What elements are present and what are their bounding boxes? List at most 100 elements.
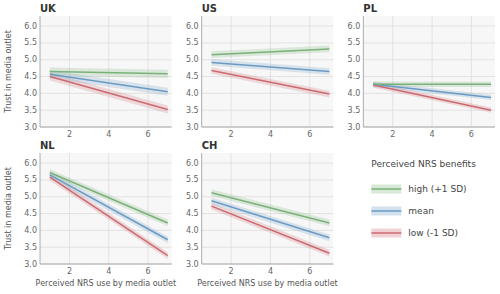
panel-title: PL [363, 3, 377, 14]
tick-label: 4 [268, 267, 273, 276]
y-axis-line [40, 153, 41, 264]
line [211, 201, 329, 238]
legend-label: low (-1 SD) [408, 228, 458, 238]
y-axis-line [40, 16, 41, 127]
y-axis-label: Trust in media outlet [4, 167, 13, 251]
tick-label: 6 [469, 130, 474, 139]
tick-label: 3.0 [186, 260, 199, 269]
grid-line [363, 42, 495, 43]
line [211, 70, 329, 94]
x-axis-line [363, 127, 495, 128]
legend-line [371, 210, 401, 212]
tick-label: 5.0 [186, 55, 199, 64]
ribbon [50, 169, 168, 226]
grid-line [40, 110, 172, 111]
tick-label: 4.0 [186, 226, 199, 235]
tick-label: 3.0 [24, 123, 37, 132]
legend-line [371, 188, 401, 190]
legend-line [371, 232, 401, 234]
y-axis-line [363, 16, 364, 127]
tick-label: 6.0 [186, 22, 199, 31]
tick-label: 5.5 [24, 175, 37, 184]
grid-line [202, 127, 334, 128]
grid-line [148, 153, 149, 264]
tick-label: 5.5 [348, 38, 361, 47]
x-axis-label: Perceived NRS use by media outlet [197, 279, 337, 288]
tick-label: 6.0 [24, 22, 37, 31]
line [211, 62, 329, 71]
grid-line [363, 127, 495, 128]
tick-label: 4.0 [24, 226, 37, 235]
tick-label: 3.5 [186, 106, 199, 115]
tick-label: 4.5 [186, 209, 199, 218]
tick-label: 4.5 [24, 209, 37, 218]
legend-swatch [371, 185, 401, 194]
y-axis-line [201, 153, 202, 264]
x-axis-line [40, 127, 172, 128]
tick-label: 4 [106, 130, 111, 139]
plot-background [202, 153, 334, 264]
tick-label: 3.5 [24, 243, 37, 252]
tick-label: 6.0 [24, 159, 37, 168]
tick-label: 2 [229, 267, 234, 276]
tick-label: 2 [229, 130, 234, 139]
tick-label: 4 [268, 130, 273, 139]
tick-label: 3.0 [348, 123, 361, 132]
grid-line [202, 76, 334, 77]
tick-label: 3.5 [186, 243, 199, 252]
plot-background [40, 153, 172, 264]
x-axis-line [202, 127, 334, 128]
ribbon [373, 82, 491, 113]
tick-label: 4.5 [24, 72, 37, 81]
tick-label: 6.0 [186, 159, 199, 168]
grid-line [270, 16, 271, 127]
legend-title: Perceived NRS benefits [371, 159, 476, 169]
x-axis-label: Perceived NRS use by media outlet [36, 279, 176, 288]
grid-line [202, 26, 334, 27]
tick-label: 6 [146, 267, 151, 276]
y-axis-line [201, 16, 202, 127]
tick-label: 5.0 [186, 192, 199, 201]
x-axis-line [40, 264, 172, 265]
legend-label: mean [408, 206, 434, 216]
legend: Perceived NRS benefitshigh (+1 SD)meanlo… [371, 159, 476, 238]
panel: 3.03.54.04.55.05.56.0246US [186, 3, 333, 139]
grid-line [40, 59, 172, 60]
grid-line [363, 59, 495, 60]
grid-line [40, 264, 172, 265]
panel-title: UK [40, 3, 57, 14]
tick-label: 4.5 [186, 72, 199, 81]
grid-line [40, 42, 172, 43]
tick-label: 4.0 [186, 89, 199, 98]
panel-title: NL [40, 140, 55, 151]
tick-label: 5.0 [348, 55, 361, 64]
grid-line [202, 42, 334, 43]
panel: 3.03.54.04.55.05.56.0246PL [348, 3, 495, 139]
plot-background [202, 16, 334, 127]
tick-label: 5.5 [24, 38, 37, 47]
line [211, 206, 329, 253]
line [373, 85, 491, 110]
line [50, 173, 168, 223]
tick-label: 6 [146, 130, 151, 139]
tick-label: 6 [307, 130, 312, 139]
data-group [50, 169, 168, 259]
grid-line [202, 110, 334, 111]
tick-label: 5.5 [186, 175, 199, 184]
grid-line [40, 127, 172, 128]
tick-label: 6 [307, 267, 312, 276]
ribbon [211, 189, 329, 226]
line [50, 175, 168, 240]
ribbon [211, 46, 329, 58]
line [50, 74, 168, 91]
grid-line [471, 16, 472, 127]
ribbon [211, 59, 329, 75]
line [211, 193, 329, 223]
grid-line [363, 76, 495, 77]
figure: 3.0 3.5 4.0 4.5 5.0 5.5 6.0 2 4 6 UK Trust in media… [0, 0, 500, 294]
line [50, 177, 168, 255]
grid-line [69, 153, 70, 264]
legend-swatch [371, 229, 401, 238]
panel: 3.03.54.04.55.05.56.0246CHPerceived NRS … [186, 140, 338, 288]
line [373, 84, 491, 86]
